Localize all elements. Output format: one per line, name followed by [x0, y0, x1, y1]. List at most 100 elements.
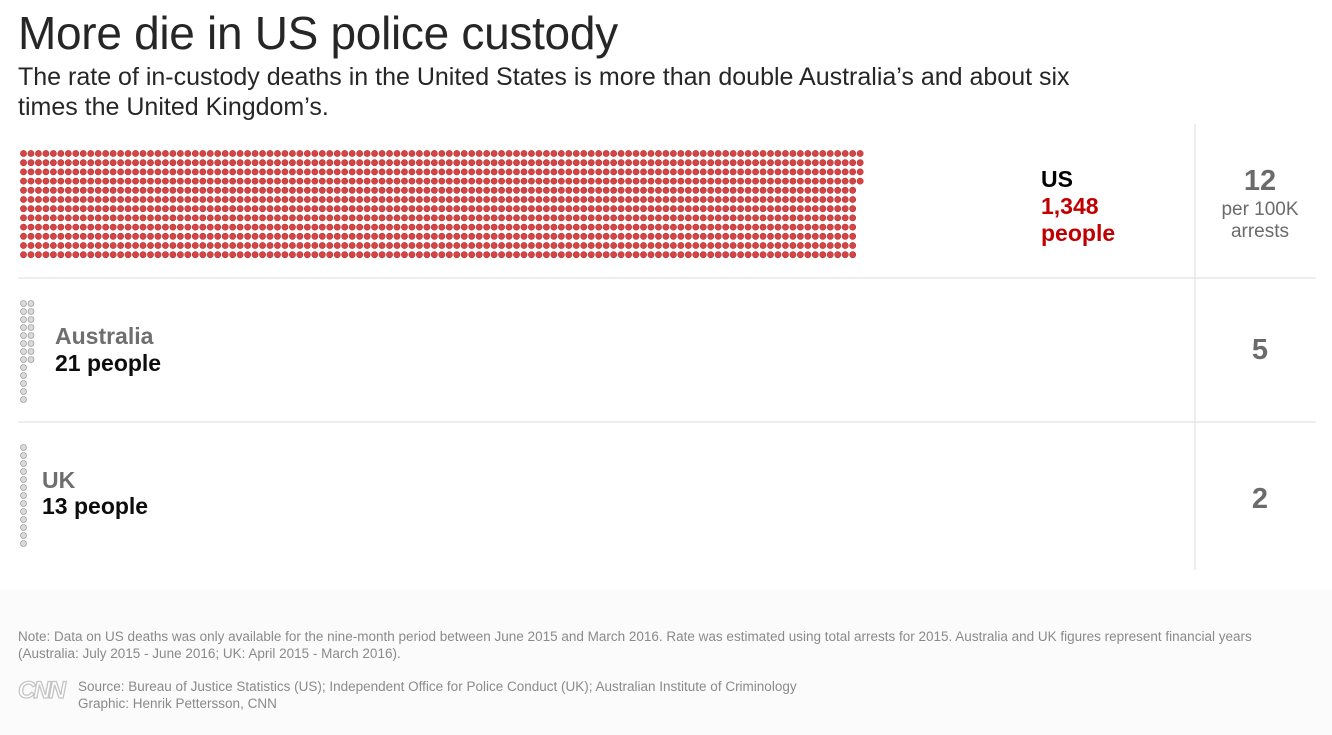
us-dot	[565, 159, 573, 167]
us-dot	[789, 205, 797, 213]
us-dot	[595, 251, 603, 259]
us-dot	[296, 196, 304, 203]
us-dot	[669, 150, 677, 157]
us-dot	[714, 214, 722, 222]
us-dot	[266, 205, 274, 213]
us-dot	[356, 232, 364, 240]
uk-dot	[20, 476, 27, 483]
us-dot	[483, 159, 491, 167]
us-dot	[423, 251, 431, 259]
us-dot	[221, 223, 229, 231]
us-dot	[505, 242, 513, 249]
us-dot	[430, 150, 438, 157]
us-dot	[289, 205, 296, 213]
us-dot	[595, 150, 603, 157]
us-dot	[20, 150, 27, 157]
us-dot	[468, 150, 476, 157]
us-dot	[35, 205, 42, 213]
us-dot	[707, 232, 715, 240]
us-dot	[221, 196, 229, 203]
us-dot	[841, 205, 849, 213]
us-dot	[393, 214, 401, 222]
us-dot	[296, 159, 304, 167]
us-dot	[49, 205, 57, 213]
us-dot	[132, 177, 139, 185]
us-dot	[729, 196, 737, 203]
us-dot	[759, 214, 767, 222]
us-dot	[109, 251, 117, 259]
us-dot	[199, 205, 207, 213]
us-dot	[849, 196, 857, 203]
us-dot	[767, 177, 774, 185]
uk-country-label: UK	[42, 467, 76, 493]
us-dot	[849, 232, 857, 240]
us-dot	[139, 214, 147, 222]
us-dot	[722, 159, 730, 167]
us-dot	[475, 159, 483, 167]
us-dot	[572, 186, 580, 194]
us-dot	[737, 186, 745, 194]
us-dot	[236, 242, 244, 249]
us-dot	[543, 242, 550, 249]
us-dot	[610, 205, 618, 213]
us-dot	[430, 177, 438, 185]
us-dot	[513, 159, 520, 167]
us-dot	[251, 168, 259, 176]
us-dot	[259, 242, 266, 249]
us-dot	[132, 150, 139, 157]
us-dot	[94, 242, 102, 249]
us-dot	[27, 251, 35, 259]
us-dot	[796, 177, 804, 185]
us-dot	[154, 232, 162, 240]
us-dot	[57, 214, 65, 222]
us-dot	[64, 205, 72, 213]
us-dot	[132, 214, 139, 222]
us-dot	[371, 150, 378, 157]
us-dot	[744, 232, 752, 240]
us-dot	[520, 223, 528, 231]
us-dot	[737, 205, 745, 213]
us-dot	[587, 196, 595, 203]
us-dot	[416, 232, 423, 240]
us-dot	[632, 168, 640, 176]
us-dot	[572, 214, 580, 222]
us-dot	[57, 205, 65, 213]
us-dot	[729, 186, 737, 194]
us-dot	[468, 205, 476, 213]
us-dot	[849, 242, 857, 249]
us-dot	[565, 168, 573, 176]
us-dot	[42, 150, 50, 157]
us-dot	[176, 223, 184, 231]
us-dot	[191, 196, 199, 203]
us-dot	[251, 232, 259, 240]
us-dot	[490, 159, 498, 167]
us-dot	[221, 205, 229, 213]
us-dot	[27, 196, 35, 203]
us-dot	[430, 232, 438, 240]
us-dot	[27, 205, 35, 213]
us-dot	[348, 242, 356, 249]
us-dot	[550, 196, 558, 203]
us-dot	[572, 205, 580, 213]
us-dot	[274, 177, 281, 185]
us-dot	[244, 168, 251, 176]
us-dot	[460, 205, 468, 213]
us-dot	[139, 251, 147, 259]
us-dot	[602, 251, 610, 259]
us-dot	[557, 251, 565, 259]
us-dot	[520, 251, 528, 259]
us-dot	[572, 223, 580, 231]
us-dot	[214, 168, 222, 176]
us-dot	[393, 186, 401, 194]
us-dot	[206, 242, 214, 249]
us-dot	[154, 242, 162, 249]
us-dot	[647, 232, 655, 240]
us-dot	[214, 223, 222, 231]
us-dot	[214, 150, 222, 157]
us-dot	[655, 196, 662, 203]
us-dot	[468, 242, 476, 249]
us-dot	[453, 242, 461, 249]
us-dot	[102, 232, 110, 240]
us-dot	[535, 242, 543, 249]
us-dot	[610, 168, 618, 176]
